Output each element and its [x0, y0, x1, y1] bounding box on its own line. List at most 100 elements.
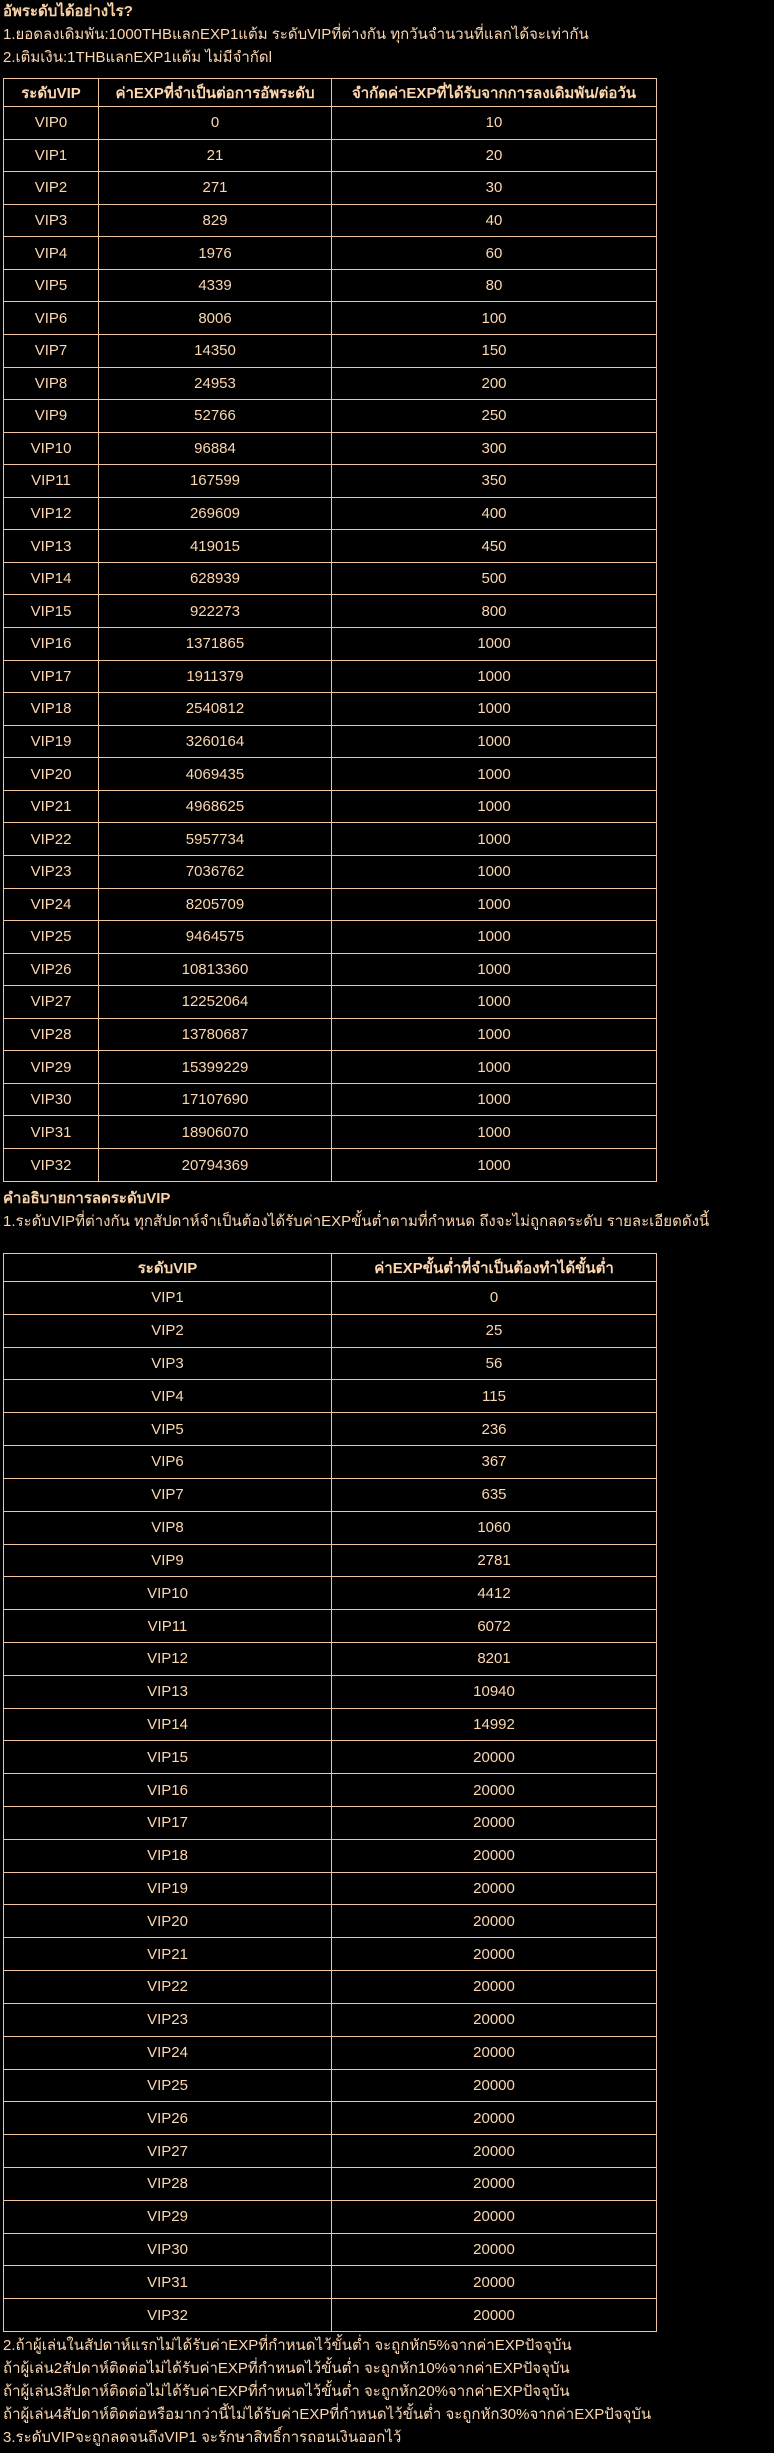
table-cell: VIP30	[3, 2232, 332, 2267]
table-row: VIP25 9464575 1000	[3, 920, 657, 954]
table-cell: 20794369	[98, 1148, 332, 1182]
table-cell: 20000	[331, 2298, 657, 2332]
column-header: ค่าEXPขั้นต่ำที่จำเป็นต้องทำได้ขั้นต่ำ	[331, 1253, 657, 1282]
table-cell: VIP17	[3, 1806, 332, 1840]
intro-line: 2.เติมเงิน:1THBแลกEXP1แต้ม ไม่มีจำกัดl	[3, 49, 272, 66]
table-cell: 20000	[331, 2232, 657, 2267]
table-cell: 20000	[331, 2068, 657, 2103]
table-cell: VIP6	[3, 1445, 332, 1479]
intro-line: 1.ยอดลงเดิมพัน:1000THBแลกEXP1แต้ม ระดับV…	[3, 26, 589, 43]
table-row: VIP21 4968625 1000	[3, 789, 657, 824]
table-cell: 1000	[331, 854, 657, 889]
table-cell: 30	[331, 171, 657, 205]
table-cell: 250	[331, 399, 657, 433]
table-cell: VIP29	[3, 1050, 99, 1084]
table-cell: 20000	[331, 1904, 657, 1939]
table-cell: 96884	[98, 431, 332, 466]
table-cell: VIP1	[3, 1281, 332, 1315]
table-row: VIP10 96884 300	[3, 431, 657, 466]
table-row: VIP2 25	[3, 1313, 657, 1348]
table-row: VIP0 0 10	[3, 106, 657, 140]
table-cell: VIP22	[3, 822, 99, 856]
table-cell: VIP13	[3, 1674, 332, 1709]
table-row: VIP12 8201	[3, 1641, 657, 1676]
table-row: VIP23 20000	[3, 2002, 657, 2037]
table-row: VIP28 20000	[3, 2166, 657, 2201]
table-row: VIP16 1371865 1000	[3, 627, 657, 661]
table-cell: 10	[331, 106, 657, 140]
table-cell: VIP10	[3, 431, 99, 466]
footer-section: 2.ถ้าผู้เล่นในสัปดาห์แรกไม่ได้รับค่าEXPท…	[3, 2334, 774, 2449]
column-header: ระดับVIP	[3, 1253, 332, 1282]
table-cell: VIP5	[3, 268, 99, 303]
table-cell: VIP8	[3, 366, 99, 401]
table-cell: 20000	[331, 1871, 657, 1906]
table-header-row: ระดับVIP ค่าEXPขั้นต่ำที่จำเป็นต้องทำได้ข…	[3, 1253, 657, 1282]
table-cell: 4412	[331, 1576, 657, 1611]
table-cell: 1000	[331, 920, 657, 954]
table-row: VIP1 21 20	[3, 138, 657, 173]
table-cell: 367	[331, 1445, 657, 1479]
table-cell: VIP19	[3, 1871, 332, 1906]
table-cell: 24953	[98, 366, 332, 401]
table-cell: VIP3	[3, 1346, 332, 1381]
table-cell: 0	[98, 106, 332, 140]
table-cell: 10813360	[98, 952, 332, 987]
table-cell: 2540812	[98, 692, 332, 726]
table-cell: 20000	[331, 2199, 657, 2234]
table-row: VIP32 20794369 1000	[3, 1148, 657, 1182]
table-cell: VIP12	[3, 1641, 332, 1676]
table-cell: 1000	[331, 627, 657, 661]
table-cell: VIP30	[3, 1082, 99, 1117]
table-cell: VIP20	[3, 757, 99, 791]
table-row: VIP1 0	[3, 1281, 657, 1315]
table-cell: VIP24	[3, 887, 99, 922]
demotion-title: คำอธิบายการลดระดับVIP	[3, 1190, 171, 1207]
column-header: ระดับVIP	[3, 78, 99, 107]
table-row: VIP29 20000	[3, 2199, 657, 2234]
table-row: VIP18 2540812 1000	[3, 692, 657, 726]
table-cell: VIP15	[3, 594, 99, 628]
table-cell: VIP19	[3, 724, 99, 759]
table-cell: 20000	[331, 1773, 657, 1807]
table-cell: VIP12	[3, 496, 99, 531]
table-row: VIP7 14350 150	[3, 333, 657, 368]
table-row: VIP6 8006 100	[3, 301, 657, 335]
table-row: VIP11 167599 350	[3, 464, 657, 498]
table-cell: 7036762	[98, 854, 332, 889]
table-cell: 8205709	[98, 887, 332, 922]
table-cell: 500	[331, 561, 657, 596]
table-cell: 1060	[331, 1510, 657, 1545]
table-cell: VIP4	[3, 236, 99, 270]
table-cell: VIP4	[3, 1379, 332, 1414]
column-header: ค่าEXPที่จำเป็นต่อการอัพระดับ	[98, 78, 332, 107]
table-row: VIP30 20000	[3, 2232, 657, 2267]
table-cell: 4339	[98, 268, 332, 303]
table-row: VIP21 20000	[3, 1937, 657, 1972]
table-row: VIP20 4069435 1000	[3, 757, 657, 791]
table-cell: VIP23	[3, 2002, 332, 2037]
table-cell: 10940	[331, 1674, 657, 1709]
table-cell: VIP25	[3, 920, 99, 954]
table-cell: 1000	[331, 1017, 657, 1052]
table-cell: 3260164	[98, 724, 332, 759]
table-row: VIP14 14992	[3, 1707, 657, 1742]
table-cell: VIP26	[3, 2101, 332, 2136]
table-cell: VIP1	[3, 138, 99, 173]
table-cell: VIP8	[3, 1510, 332, 1545]
table-cell: 18906070	[98, 1115, 332, 1149]
table-row: VIP30 17107690 1000	[3, 1082, 657, 1117]
table-cell: 12252064	[98, 985, 332, 1019]
table-cell: 20000	[331, 1806, 657, 1840]
table-row: VIP7 635	[3, 1477, 657, 1512]
table-cell: VIP32	[3, 1148, 99, 1182]
table-cell: 1000	[331, 724, 657, 759]
table-row: VIP17 20000	[3, 1806, 657, 1840]
table-cell: 17107690	[98, 1082, 332, 1117]
table-cell: VIP10	[3, 1576, 332, 1611]
table-row: VIP14 628939 500	[3, 561, 657, 596]
table-cell: VIP27	[3, 985, 99, 1019]
table-cell: VIP24	[3, 2035, 332, 2070]
table-cell: 1000	[331, 985, 657, 1019]
table-cell: VIP11	[3, 1609, 332, 1643]
